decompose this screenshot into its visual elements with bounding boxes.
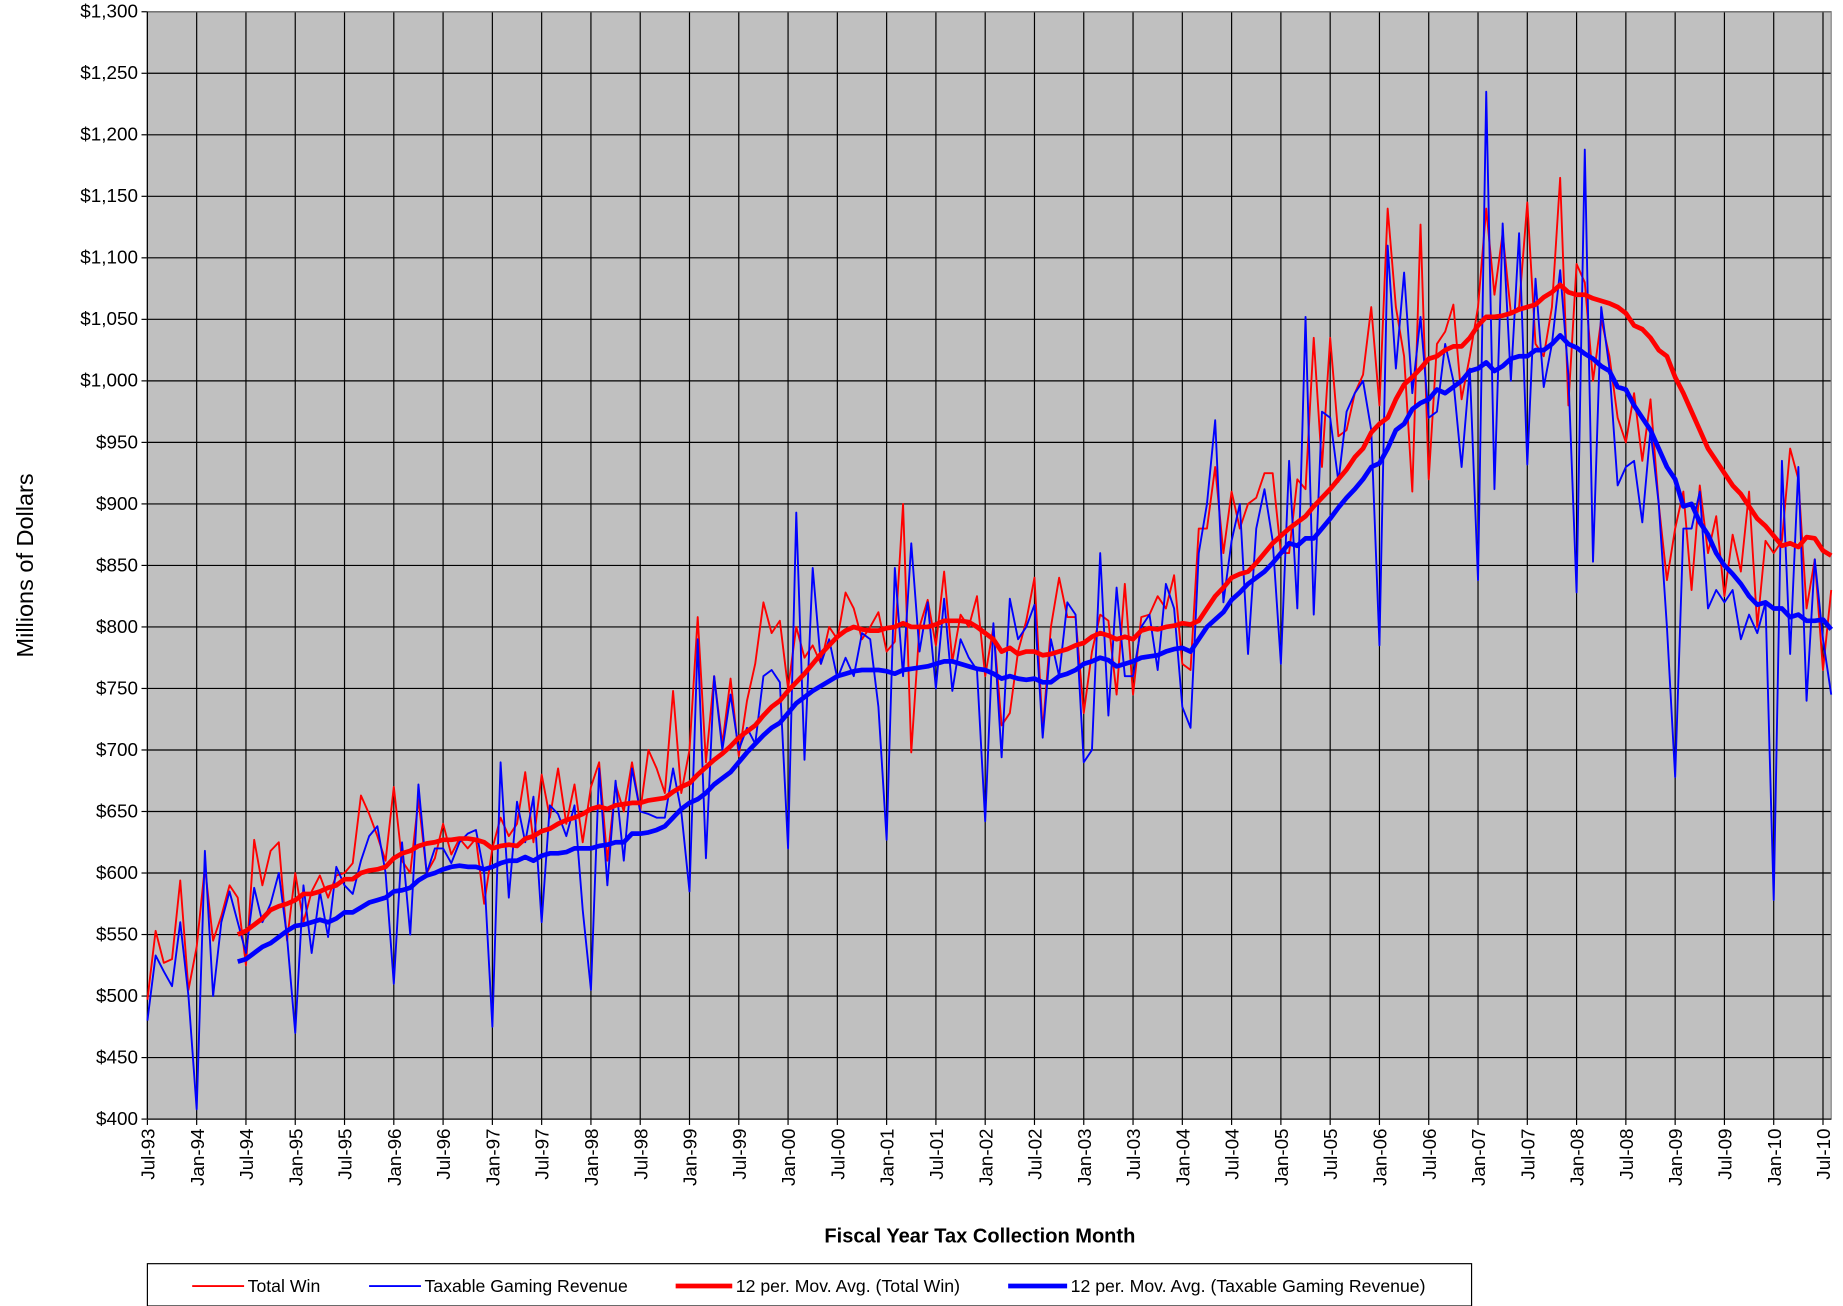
x-tick-label: Jul-93 bbox=[137, 1128, 158, 1179]
legend-label: 12 per. Mov. Avg. (Taxable Gaming Revenu… bbox=[1071, 1276, 1426, 1296]
x-tick-label: Jul-10 bbox=[1813, 1128, 1834, 1179]
x-tick-label: Jul-04 bbox=[1222, 1128, 1243, 1179]
y-tick-label: $950 bbox=[96, 431, 138, 452]
x-tick-label: Jul-00 bbox=[827, 1128, 848, 1179]
x-tick-label: Jan-99 bbox=[680, 1128, 701, 1185]
legend: Total Win Taxable Gaming Revenue 12 per. M… bbox=[146, 1263, 1473, 1306]
y-tick-label: $1,150 bbox=[80, 185, 138, 206]
y-tick-label: $1,050 bbox=[80, 308, 138, 329]
y-tick-label: $1,100 bbox=[80, 247, 138, 268]
y-tick-label: $850 bbox=[96, 554, 138, 575]
x-tick-label: Jul-98 bbox=[630, 1128, 651, 1179]
x-tick-label: Jul-07 bbox=[1517, 1128, 1538, 1179]
y-tick-label: $450 bbox=[96, 1046, 138, 1067]
y-tick-label: $400 bbox=[96, 1108, 138, 1129]
x-tick-label: Jul-01 bbox=[926, 1128, 947, 1179]
x-tick-label: Jul-94 bbox=[236, 1128, 257, 1179]
x-tick-label: Jan-01 bbox=[877, 1128, 898, 1185]
y-tick-label: $700 bbox=[96, 739, 138, 760]
x-tick-label: Jan-96 bbox=[384, 1128, 405, 1185]
x-tick-label: Jul-99 bbox=[729, 1128, 750, 1179]
x-tick-label: Jan-94 bbox=[187, 1128, 208, 1185]
x-tick-label: Jan-10 bbox=[1764, 1128, 1785, 1185]
x-tick-label: Jul-06 bbox=[1419, 1128, 1440, 1179]
x-tick-label: Jul-03 bbox=[1123, 1128, 1144, 1179]
x-tick-label: Jul-97 bbox=[532, 1128, 553, 1179]
x-tick-label: Jul-02 bbox=[1025, 1128, 1046, 1179]
legend-label: Taxable Gaming Revenue bbox=[424, 1276, 627, 1296]
x-tick-label: Jan-98 bbox=[581, 1128, 602, 1185]
y-tick-label: $600 bbox=[96, 862, 138, 883]
x-tick-label: Jul-95 bbox=[335, 1128, 356, 1179]
y-tick-label: $1,200 bbox=[80, 124, 138, 145]
legend-box bbox=[146, 1263, 1473, 1306]
x-tick-label: Jan-08 bbox=[1567, 1128, 1588, 1185]
x-tick-label: Jan-97 bbox=[482, 1128, 503, 1185]
series-line bbox=[236, 282, 1833, 937]
x-axis-title: Fiscal Year Tax Collection Month bbox=[824, 1226, 1135, 1248]
x-tick-label: Jan-06 bbox=[1370, 1128, 1391, 1185]
series-line bbox=[237, 332, 1834, 964]
x-tick-label: Jan-09 bbox=[1665, 1128, 1686, 1185]
x-tick-label: Jul-96 bbox=[433, 1128, 454, 1179]
y-tick-label: $800 bbox=[96, 616, 138, 637]
legend-label: 12 per. Mov. Avg. (Total Win) bbox=[736, 1276, 960, 1296]
y-tick-label: $550 bbox=[96, 923, 138, 944]
y-tick-label: $650 bbox=[96, 800, 138, 821]
y-tick-label: $750 bbox=[96, 677, 138, 698]
series-line bbox=[146, 90, 1833, 1111]
x-tick-label: Jan-04 bbox=[1172, 1128, 1193, 1185]
y-tick-label: $500 bbox=[96, 985, 138, 1006]
x-tick-label: Jan-95 bbox=[285, 1128, 306, 1185]
y-tick-label: $1,300 bbox=[80, 1, 138, 22]
y-tick-label: $1,000 bbox=[80, 370, 138, 391]
x-tick-label: Jan-00 bbox=[778, 1128, 799, 1185]
x-tick-label: Jan-03 bbox=[1074, 1128, 1095, 1185]
y-tick-label: $1,250 bbox=[80, 62, 138, 83]
legend-label: Total Win bbox=[248, 1276, 321, 1296]
x-tick-label: Jul-05 bbox=[1320, 1128, 1341, 1179]
x-tick-label: Jan-07 bbox=[1468, 1128, 1489, 1185]
y-axis-title: Millions of Dollars bbox=[12, 473, 38, 657]
x-tick-label: Jul-09 bbox=[1714, 1128, 1735, 1179]
x-tick-label: Jan-02 bbox=[975, 1128, 996, 1185]
y-tick-label: $900 bbox=[96, 493, 138, 514]
x-tick-label: Jan-05 bbox=[1271, 1128, 1292, 1185]
x-tick-label: Jul-08 bbox=[1616, 1128, 1637, 1179]
